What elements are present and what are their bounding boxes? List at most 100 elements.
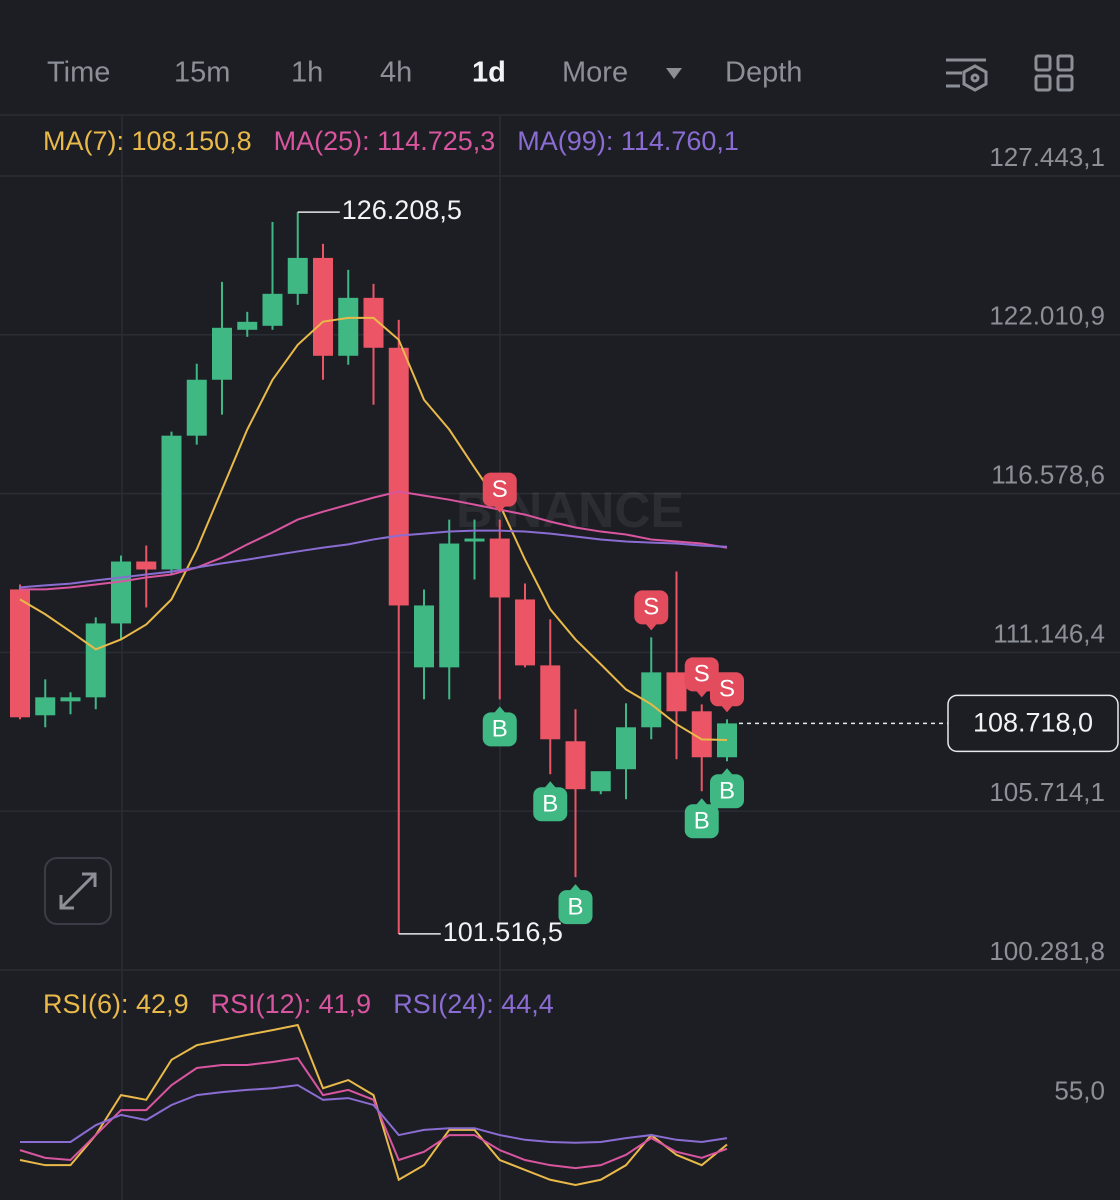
buy-marker: B [533, 781, 568, 822]
sell-marker: S [634, 590, 669, 631]
marker-pointer [695, 798, 708, 806]
marker-pointer [645, 623, 658, 631]
marker-pointer [569, 884, 582, 892]
legend-value: 44,4 [501, 989, 554, 1019]
candle-body [313, 257, 333, 356]
candle-body [691, 711, 712, 758]
legend-entry: MA(25)114.725,3 [274, 126, 496, 156]
marker-label: B [567, 893, 583, 920]
extreme-label: 101.516,5 [443, 917, 563, 947]
candle-body [111, 561, 131, 624]
candle-body [717, 723, 737, 758]
moving-average-line [19, 529, 728, 589]
legend-name: RSI(24) [393, 989, 501, 1019]
candle-body [464, 538, 485, 542]
marker-label: B [719, 778, 735, 805]
timeframe-tab[interactable]: More [562, 57, 628, 89]
buy-marker: B [558, 884, 593, 925]
indicator-settings-icon[interactable] [946, 58, 988, 92]
candle-body [35, 697, 56, 716]
timeframe-tab[interactable]: 15m [174, 57, 230, 89]
legend-name: RSI(12) [211, 989, 319, 1019]
candle-body [161, 435, 182, 570]
y-tick-label: 111.146,4 [993, 618, 1105, 648]
candle-body [287, 257, 308, 294]
timeframe-tab[interactable]: 4h [380, 57, 412, 89]
marker-pointer [721, 768, 733, 776]
timeframe-tab[interactable]: 1d [472, 57, 506, 89]
buy-marker: B [684, 798, 719, 839]
marker-badge [482, 472, 517, 507]
candle-body [565, 741, 586, 790]
candle-body [60, 697, 81, 702]
candle-body [489, 538, 510, 598]
y-tick-label: 122.010,9 [989, 301, 1105, 331]
extreme-label: 126.208,5 [342, 195, 462, 225]
candle-body [414, 605, 434, 668]
candle-body [186, 379, 207, 436]
marker-label: S [643, 594, 659, 621]
marker-pointer [493, 505, 506, 513]
price-pane: 127.443,1 122.010,9 116.578,6 111.146,4 105.… [0, 142, 1120, 971]
legend-entry: RSI(6)42,9 [43, 989, 189, 1019]
sell-marker: S [482, 472, 517, 513]
marker-badge [684, 804, 719, 839]
timeframe-tab[interactable]: Depth [725, 57, 802, 89]
legend-value: 114.725,3 [377, 126, 496, 156]
candle-body [363, 297, 384, 348]
candle-body [85, 623, 106, 698]
timeframe-tab[interactable]: Time [47, 57, 110, 89]
legend-name: MA(99) [517, 126, 621, 156]
candle-body [237, 321, 258, 330]
rsi-pane: 55,0 [19, 1023, 1118, 1186]
legend-value: 108.150,8 [131, 126, 252, 156]
candle-body [439, 543, 460, 668]
marker-badge [558, 890, 593, 925]
y-tick-label: 105.714,1 [989, 777, 1105, 807]
candle-body [136, 561, 157, 570]
expand-button[interactable] [44, 857, 112, 925]
toolbar: Time 15m 1h 4h 1d More Depth [47, 57, 802, 89]
last-price-label: 108.718,0 [973, 707, 1093, 737]
candle-body [388, 347, 409, 606]
ma-legend: MA(7)108.150,8 MA(25)114.725,3 MA(99) 114.7… [43, 126, 761, 157]
legend-name: MA(25) [274, 126, 378, 156]
marker-pointer [493, 706, 506, 714]
marker-badge [634, 590, 669, 625]
rsi-line [19, 1057, 728, 1170]
candle-body [590, 771, 611, 792]
candle-body [616, 727, 636, 770]
candle-body [641, 672, 662, 728]
y-tick-label: 116.578,6 [991, 459, 1105, 489]
candle-body [212, 327, 232, 380]
marker-badge [710, 672, 744, 707]
y-tick-label: 100.281,8 [989, 936, 1105, 966]
marker-badge [533, 787, 568, 822]
moving-average-line [20, 490, 728, 591]
candle-body [338, 297, 359, 356]
moving-average-line [19, 316, 728, 741]
marker-label: S [492, 476, 508, 503]
sell-marker: S [710, 672, 744, 713]
rsi-line [20, 1084, 728, 1144]
dropdown-caret[interactable] [666, 68, 682, 79]
marker-label: S [694, 661, 710, 688]
timeframe-tab[interactable]: 1h [291, 57, 323, 89]
buy-marker: B [710, 768, 744, 809]
marker-badge [710, 774, 744, 809]
y-tick-label: 55,0 [1054, 1075, 1105, 1105]
layout-icon[interactable] [1034, 54, 1074, 92]
marker-label: B [492, 716, 508, 743]
rsi-line [19, 1023, 728, 1186]
candle-body [540, 665, 561, 740]
marker-pointer [544, 781, 557, 789]
marker-label: B [694, 808, 710, 835]
marker-badge [482, 712, 517, 747]
candle-body [666, 672, 687, 712]
last-price-box [947, 694, 1119, 753]
y-tick-label: 127.443,1 [989, 142, 1105, 172]
legend-entry: MA(7)108.150,8 [43, 126, 252, 156]
